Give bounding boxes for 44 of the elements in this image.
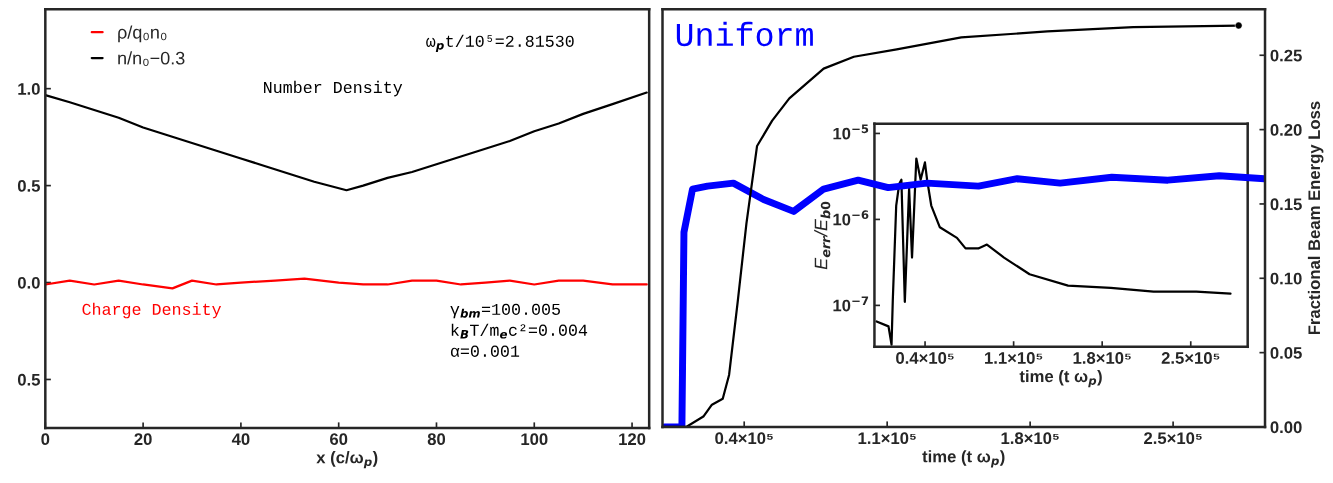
y2-tick-label: 0.05 [1270,347,1302,359]
x-tick-label: 0.4×10⁵ [715,432,773,445]
legend-label: ρ/q₀n₀ [118,25,167,43]
x-tick-label: 20 [134,433,152,446]
annotation: Number Density [264,80,403,97]
y2-tick-label: 0.00 [1270,421,1302,434]
x-tick-label: 80 [427,433,446,446]
line-series [45,277,648,290]
y-tick-label: 10$^{−7}$ [833,296,869,312]
x-tick-label: 0.4×10⁵ [896,352,954,364]
y-tick-label: 0.5 [17,373,40,386]
x-tick-label: 40 [231,433,250,446]
annotation: ω$_{p}$t/10⁵=2.81530 [426,34,574,52]
x-tick-label: 1.1×10⁵ [985,352,1043,364]
x-tick-label: 60 [330,433,348,446]
line-series [875,157,1232,346]
x-axis-title: time (t ω$_{p}$) [922,450,1005,468]
y2-axis-title: Fractional Beam Energy Loss [1307,101,1324,335]
x-tick-label: 120 [619,433,646,446]
y2-tick-label: 0.20 [1270,124,1302,136]
x-tick-label: 1.8×10⁵ [1073,352,1131,364]
legend-label: n/n₀−0.3 [118,51,185,67]
y-tick-label: 1.0 [18,83,40,95]
annotation: k$_{B}$T/m$_{e}$c²=0.004 [451,323,588,339]
x-tick-label: 1.8×10⁵ [1001,432,1059,445]
y2-tick-label: 0.25 [1270,49,1302,62]
y2-tick-label: 0.10 [1270,272,1302,285]
chart-title: Uniform [676,21,813,47]
y-axis-title: E$_{err}$/E$_{b0}$ [814,201,831,270]
x-tick-label: 1.1×10⁵ [858,432,916,445]
y-tick-label: 0.0 [17,276,40,289]
annotation: Charge Density [82,302,222,319]
x-axis-title: time (t ω$_{p}$) [1019,369,1102,388]
y-tick-label: 10$^{−6}$ [833,210,869,226]
x-tick-label: 0 [41,433,50,446]
x-tick-label: 2.5×10⁵ [1161,352,1220,364]
x-tick-label: 100 [521,433,548,446]
x-tick-label: 2.5×10⁵ [1144,432,1202,445]
y-tick-label: 10$^{−5}$ [833,124,869,140]
x-axis-title: x (c/ω$_{p}$) [316,451,378,469]
annotation: γ$_{bm}$=100.005 [450,303,560,319]
y2-tick-label: 0.15 [1270,198,1302,211]
y-tick-label: 0.5 [17,180,40,192]
annotation: α=0.001 [450,345,520,357]
